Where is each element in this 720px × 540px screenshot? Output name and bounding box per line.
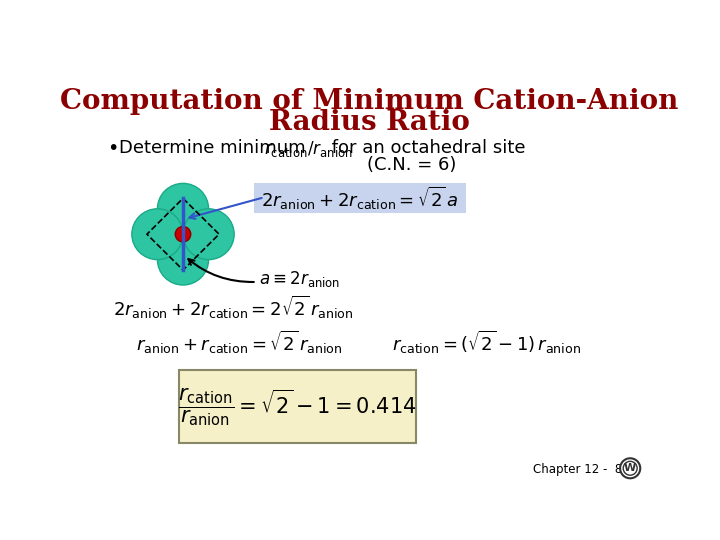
Circle shape — [624, 461, 637, 475]
Text: $r_{\mathrm{cation}} = (\sqrt{2} - 1)\,r_{\mathrm{anion}}$: $r_{\mathrm{cation}} = (\sqrt{2} - 1)\,r… — [392, 328, 581, 355]
Circle shape — [158, 184, 209, 234]
Circle shape — [158, 234, 209, 285]
Circle shape — [620, 458, 640, 478]
Text: (C.N. = 6): (C.N. = 6) — [367, 156, 456, 174]
Text: $2r_{\mathrm{anion}} + 2r_{\mathrm{cation}} = \sqrt{2}\,a$: $2r_{\mathrm{anion}} + 2r_{\mathrm{catio… — [261, 185, 459, 212]
Text: Computation of Minimum Cation-Anion: Computation of Minimum Cation-Anion — [60, 88, 678, 115]
Circle shape — [183, 209, 234, 260]
Text: Chapter 12 -  8: Chapter 12 - 8 — [534, 463, 623, 476]
Text: W: W — [624, 463, 636, 473]
Circle shape — [132, 209, 183, 260]
Text: for an octahedral site: for an octahedral site — [326, 139, 526, 158]
Text: $r_{\mathrm{anion}} + r_{\mathrm{cation}} = \sqrt{2}\,r_{\mathrm{anion}}$: $r_{\mathrm{anion}} + r_{\mathrm{cation}… — [137, 328, 343, 355]
Text: $r_{\mathrm{cation}}/r_{\mathrm{anion}}$: $r_{\mathrm{cation}}/r_{\mathrm{anion}}$ — [264, 139, 352, 159]
Text: Determine minimum: Determine minimum — [120, 139, 312, 158]
Text: $2r_{\mathrm{anion}} + 2r_{\mathrm{cation}} = 2\sqrt{2}\,r_{\mathrm{anion}}$: $2r_{\mathrm{anion}} + 2r_{\mathrm{catio… — [113, 294, 354, 321]
Text: Radius Ratio: Radius Ratio — [269, 110, 469, 137]
FancyBboxPatch shape — [179, 370, 416, 443]
Circle shape — [175, 226, 191, 242]
Text: $a \equiv 2r_{\mathrm{anion}}$: $a \equiv 2r_{\mathrm{anion}}$ — [259, 269, 340, 289]
Text: $\dfrac{r_{\mathrm{cation}}}{r_{\mathrm{anion}}} = \sqrt{2} - 1 = 0.414$: $\dfrac{r_{\mathrm{cation}}}{r_{\mathrm{… — [179, 386, 417, 428]
Text: •: • — [107, 139, 118, 159]
FancyBboxPatch shape — [253, 183, 466, 213]
